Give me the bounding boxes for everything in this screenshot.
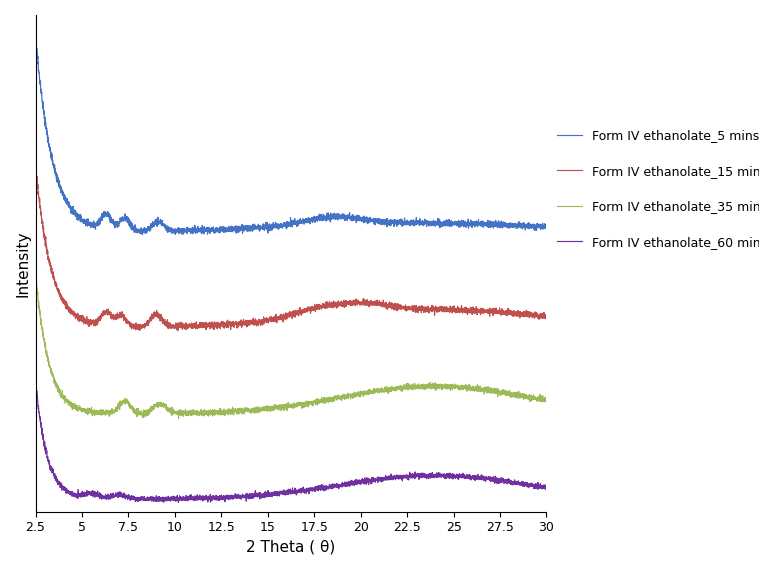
Form IV ethanolate_35 mins — [274, 404, 283, 410]
Form IV ethanolate_60 mins — [31, 381, 40, 388]
Form IV ethanolate_60 mins — [542, 484, 551, 491]
Form IV ethanolate_35 mins — [527, 395, 536, 402]
Form IV ethanolate_15 mins — [542, 313, 551, 320]
Line: Form IV ethanolate_5 mins: Form IV ethanolate_5 mins — [36, 31, 546, 234]
Form IV ethanolate_15 mins — [31, 164, 40, 171]
Legend: Form IV ethanolate_5 mins, Form IV ethanolate_15 mins, Form IV ethanolate_35 min: Form IV ethanolate_5 mins, Form IV ethan… — [552, 124, 759, 254]
Form IV ethanolate_60 mins — [250, 493, 259, 500]
Form IV ethanolate_5 mins — [274, 226, 283, 233]
Form IV ethanolate_15 mins — [402, 305, 411, 312]
Form IV ethanolate_35 mins — [402, 384, 411, 390]
Form IV ethanolate_15 mins — [274, 314, 283, 321]
Form IV ethanolate_15 mins — [250, 319, 259, 326]
Form IV ethanolate_60 mins — [402, 474, 411, 481]
Form IV ethanolate_35 mins — [250, 405, 259, 412]
Form IV ethanolate_60 mins — [274, 488, 283, 495]
Line: Form IV ethanolate_35 mins: Form IV ethanolate_35 mins — [36, 274, 546, 418]
Form IV ethanolate_35 mins — [246, 406, 255, 413]
Form IV ethanolate_35 mins — [542, 397, 551, 404]
Form IV ethanolate_60 mins — [174, 499, 183, 506]
Form IV ethanolate_60 mins — [501, 479, 510, 486]
Form IV ethanolate_60 mins — [31, 377, 40, 384]
Form IV ethanolate_15 mins — [526, 312, 535, 319]
Form IV ethanolate_35 mins — [31, 273, 40, 280]
Form IV ethanolate_15 mins — [173, 327, 182, 334]
Form IV ethanolate_15 mins — [501, 308, 510, 315]
Form IV ethanolate_5 mins — [402, 220, 411, 227]
Form IV ethanolate_5 mins — [526, 222, 535, 229]
Form IV ethanolate_35 mins — [174, 415, 183, 422]
Y-axis label: Intensity: Intensity — [15, 230, 30, 296]
Form IV ethanolate_35 mins — [31, 270, 40, 277]
Form IV ethanolate_5 mins — [138, 231, 147, 238]
Form IV ethanolate_5 mins — [31, 27, 40, 34]
Form IV ethanolate_5 mins — [501, 222, 510, 229]
Form IV ethanolate_5 mins — [246, 227, 255, 234]
Form IV ethanolate_60 mins — [527, 480, 536, 487]
Line: Form IV ethanolate_60 mins: Form IV ethanolate_60 mins — [36, 381, 546, 503]
Form IV ethanolate_35 mins — [501, 392, 510, 399]
Form IV ethanolate_15 mins — [246, 319, 255, 325]
Line: Form IV ethanolate_15 mins: Form IV ethanolate_15 mins — [36, 168, 546, 331]
Form IV ethanolate_5 mins — [542, 225, 551, 231]
Form IV ethanolate_60 mins — [246, 492, 255, 499]
X-axis label: 2 Theta ( θ): 2 Theta ( θ) — [247, 540, 335, 555]
Form IV ethanolate_5 mins — [250, 225, 259, 231]
